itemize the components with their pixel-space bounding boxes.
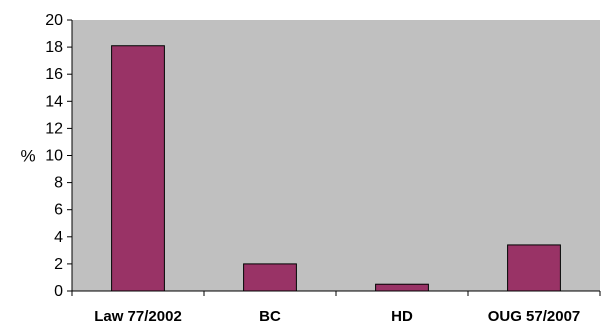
- bar: [111, 45, 165, 292]
- bars-group: [111, 45, 561, 292]
- y-axis-label: %: [20, 147, 35, 166]
- x-tick-label: HD: [391, 308, 413, 325]
- y-tick-label: 20: [45, 12, 63, 29]
- y-tick-label: 2: [54, 256, 63, 273]
- y-tick-label: 18: [45, 39, 63, 56]
- y-tick-label: 12: [45, 120, 63, 137]
- y-tick-label: 6: [54, 202, 63, 219]
- bar: [243, 263, 297, 292]
- y-tick-label: 4: [54, 229, 63, 246]
- x-tick-label: OUG 57/2007: [488, 308, 581, 325]
- y-tick-label: 14: [45, 93, 63, 110]
- y-tick-label: 8: [54, 175, 63, 192]
- y-tick-label: 16: [45, 66, 63, 83]
- x-tick-label: BC: [259, 308, 281, 325]
- y-tick-label: 10: [45, 148, 63, 165]
- x-tick-label: Law 77/2002: [94, 308, 182, 325]
- y-axis-ticks: 0 2 4 6 8 10 12 14 16 18 20: [45, 12, 72, 300]
- y-tick-label: 0: [54, 283, 63, 300]
- bar: [507, 244, 561, 292]
- bar: [375, 283, 429, 292]
- x-axis-ticks: Law 77/2002 BC HD OUG 57/2007: [71, 291, 601, 325]
